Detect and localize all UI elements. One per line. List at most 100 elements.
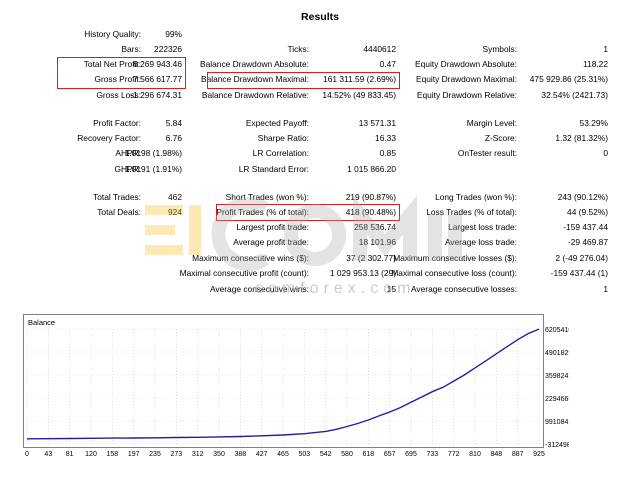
chart-title: Balance: [28, 318, 55, 327]
col3-label-4: Margin Level:: [466, 118, 517, 128]
col3-value-9: -159 437.44: [563, 222, 608, 232]
col3-value-2: 475 929.86 (25.31%): [529, 74, 608, 84]
col3-label-1: Equity Drawdown Absolute:: [415, 59, 517, 69]
col2-value-2: 161 311.59 (2.69%): [323, 74, 396, 84]
y-tick-label: 991084: [545, 419, 568, 426]
x-tick-label: 925: [533, 451, 545, 458]
col3-value-11: 2 (-49 276.04): [555, 253, 608, 263]
col2-value-8: 219 (90.87%): [345, 192, 396, 202]
col3-value-3: 32.54% (2421.73): [541, 90, 608, 100]
col2-value-12: 37 (2 302.77): [346, 253, 396, 263]
col2-value-13: 1 029 953.13 (29): [329, 268, 396, 278]
col1-label-6: Recovery Factor:: [77, 133, 141, 143]
col2-label-9: Profit Trades (% of total):: [216, 207, 309, 217]
col2-label-13: Maximal consecutive profit (count):: [179, 268, 309, 278]
col3-label-11: Maximum consecutive losses ($):: [393, 253, 517, 263]
col1-value-4: -1 296 674.31: [130, 90, 182, 100]
col1-label-9: Total Trades:: [93, 192, 141, 202]
highlight-balance-drawdown: [207, 72, 400, 89]
col1-value-0: 99%: [165, 29, 182, 39]
col1-label-2: Total Net Profit:: [83, 59, 141, 69]
col2-value-6: 0.85: [379, 148, 396, 158]
col3-value-6: 0: [603, 148, 608, 158]
col3-value-7: 243 (90.12%): [557, 192, 608, 202]
col3-label-9: Largest loss trade:: [448, 222, 517, 232]
watermark-text: comforex.com: [255, 280, 415, 297]
y-tick-label: -312498: [545, 442, 569, 448]
col2-label-10: Largest profit trade:: [236, 222, 309, 232]
series-line-balance: [26, 328, 540, 440]
col3-value-10: -29 469.87: [567, 237, 608, 247]
col1-label-1: Bars:: [121, 44, 141, 54]
col3-value-0: 1: [603, 44, 608, 54]
col3-label-12: Maximal consecutive loss (count):: [391, 268, 517, 278]
col2-label-3: Balance Drawdown Relative:: [201, 90, 309, 100]
col1-value-2: 6 269 943.46: [133, 59, 182, 69]
col2-value-0: 4440612: [363, 44, 396, 54]
col3-label-10: Average loss trade:: [444, 237, 517, 247]
x-tick-label: 887: [511, 451, 524, 458]
watermark-logo-icon: comforex.com: [145, 195, 462, 297]
col1-label-7: AHPR:: [115, 148, 141, 158]
y-tick-label: 3598247: [545, 373, 569, 380]
col2-value-11: 18 101.96: [358, 237, 396, 247]
x-tick-label: 465: [277, 451, 289, 458]
x-tick-label: 810: [469, 451, 481, 458]
col1-value-9: 462: [168, 192, 182, 202]
col2-value-14: 15: [386, 284, 396, 294]
y-tick-label: 4901829: [545, 350, 569, 357]
watermark-logo: comforex.com: [145, 195, 505, 307]
col3-value-12: -159 437.44 (1): [550, 268, 608, 278]
col2-label-8: Short Trades (won %):: [225, 192, 309, 202]
col3-label-2: Equity Drawdown Maximal:: [416, 74, 517, 84]
chart-plot-area: [23, 314, 544, 448]
col2-label-5: Sharpe Ratio:: [257, 133, 309, 143]
balance-chart: Balance 6205410 4901829 3598247 2294665 9910…: [23, 314, 569, 448]
col2-value-1: 0.47: [379, 59, 396, 69]
x-tick-label: 43: [44, 451, 53, 458]
col3-label-8: Loss Trades (% of total):: [426, 207, 517, 217]
x-tick-label: 312: [191, 451, 204, 458]
col3-value-1: 118.22: [583, 59, 608, 69]
x-tick-label: 542: [319, 451, 332, 458]
x-tick-label: 235: [149, 451, 161, 458]
x-tick-label: 848: [490, 451, 503, 458]
y-tick-label: 6205410: [545, 327, 569, 334]
highlight-net-profit: [57, 57, 186, 89]
col1-label-0: History Quality:: [84, 29, 141, 39]
col1-label-4: Gross Loss:: [96, 90, 141, 100]
col3-label-6: OnTester result:: [457, 148, 517, 158]
x-tick-label: 772: [447, 451, 460, 458]
x-tick-label: 0: [25, 451, 29, 458]
x-tick-label: 81: [65, 451, 74, 458]
x-tick-label: 350: [213, 451, 225, 458]
col2-value-5: 16.33: [375, 133, 396, 143]
x-tick-label: 657: [383, 451, 396, 458]
col3-label-13: Average consecutive losses:: [411, 284, 517, 294]
col1-label-3: Gross Profit:: [94, 74, 141, 84]
col1-value-7: 1.0198 (1.98%): [124, 148, 182, 158]
y-tick-label: 2294665: [545, 396, 569, 403]
col2-value-7: 1 015 866.20: [347, 164, 396, 174]
col2-value-3: 14.52% (49 833.45): [322, 90, 396, 100]
col3-label-0: Symbols:: [482, 44, 517, 54]
col2-label-1: Balance Drawdown Absolute:: [200, 59, 309, 69]
col1-value-1: 222326: [154, 44, 182, 54]
col1-label-5: Profit Factor:: [93, 118, 141, 128]
x-tick-label: 503: [298, 451, 311, 458]
col2-label-7: LR Standard Error:: [238, 164, 309, 174]
col3-value-5: 1.32 (81.32%): [555, 133, 608, 143]
col3-label-5: Z-Score:: [484, 133, 517, 143]
col2-label-14: Average consecutive wins:: [209, 284, 309, 294]
x-tick-label: 695: [405, 451, 417, 458]
col2-label-2: Balance Drawdown Maximal:: [201, 74, 309, 84]
col2-label-6: LR Correlation:: [252, 148, 309, 158]
col1-label-8: GHPR:: [114, 164, 141, 174]
results-title: Results: [301, 11, 339, 23]
col1-label-10: Total Deals:: [97, 207, 141, 217]
col2-label-11: Average profit trade:: [233, 237, 309, 247]
x-tick-label: 197: [127, 451, 140, 458]
col2-value-4: 13 571.31: [358, 118, 396, 128]
col2-value-9: 418 (90.48%): [345, 207, 396, 217]
col2-label-4: Expected Payoff:: [245, 118, 309, 128]
